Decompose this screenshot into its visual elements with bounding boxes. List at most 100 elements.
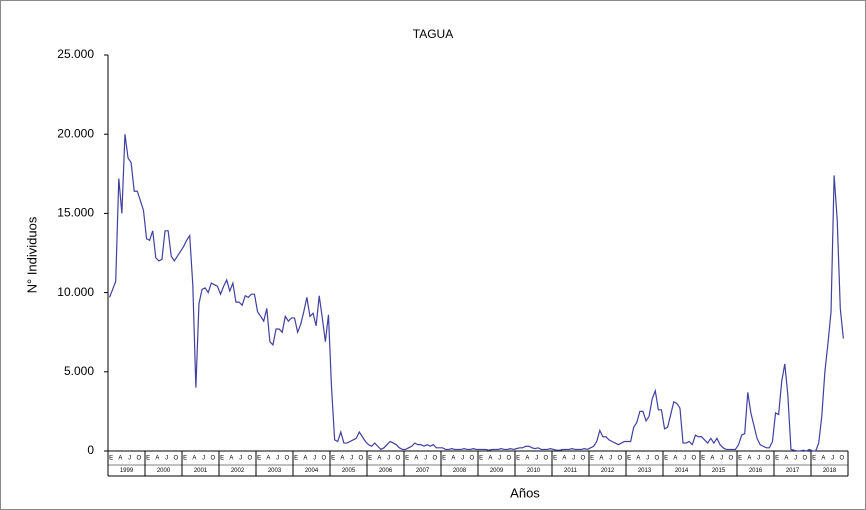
month-label: J bbox=[387, 456, 390, 462]
month-label: E bbox=[331, 456, 335, 462]
y-tick-label: 20.000 bbox=[57, 126, 94, 140]
month-label: J bbox=[128, 456, 131, 462]
month-label: A bbox=[118, 456, 122, 462]
month-label: A bbox=[525, 456, 529, 462]
month-label: J bbox=[831, 456, 834, 462]
month-label: A bbox=[747, 456, 751, 462]
month-label: A bbox=[784, 456, 788, 462]
month-label: A bbox=[229, 456, 233, 462]
year-label: 2017 bbox=[786, 468, 800, 474]
month-label: J bbox=[165, 456, 168, 462]
x-axis-label: Años bbox=[510, 485, 540, 500]
month-label: J bbox=[424, 456, 427, 462]
y-axis-label: N° Individuos bbox=[24, 216, 39, 293]
month-label: A bbox=[155, 456, 159, 462]
year-label: 2005 bbox=[342, 468, 356, 474]
year-label: 2009 bbox=[490, 468, 504, 474]
month-label: J bbox=[683, 456, 686, 462]
month-label: J bbox=[498, 456, 501, 462]
month-label: O bbox=[136, 456, 141, 462]
year-label: 2002 bbox=[231, 468, 245, 474]
month-label: E bbox=[368, 456, 372, 462]
month-label: A bbox=[599, 456, 603, 462]
year-label: 2007 bbox=[416, 468, 430, 474]
month-label: A bbox=[303, 456, 307, 462]
month-label: O bbox=[506, 456, 511, 462]
month-label: E bbox=[738, 456, 742, 462]
month-label: J bbox=[572, 456, 575, 462]
month-label: O bbox=[802, 456, 807, 462]
month-label: J bbox=[313, 456, 316, 462]
y-tick-label: 10.000 bbox=[57, 285, 94, 299]
year-label: 2010 bbox=[527, 468, 541, 474]
series-line bbox=[108, 134, 844, 452]
year-label: 2006 bbox=[379, 468, 393, 474]
year-label: 2013 bbox=[638, 468, 652, 474]
year-label: 2012 bbox=[601, 468, 615, 474]
month-label: E bbox=[590, 456, 594, 462]
month-label: O bbox=[395, 456, 400, 462]
month-label: J bbox=[202, 456, 205, 462]
y-tick-label: 5.000 bbox=[64, 364, 94, 378]
year-label: 2016 bbox=[749, 468, 763, 474]
month-label: O bbox=[247, 456, 252, 462]
month-label: E bbox=[109, 456, 113, 462]
month-label: E bbox=[442, 456, 446, 462]
month-label: E bbox=[627, 456, 631, 462]
year-label: 2004 bbox=[305, 468, 319, 474]
month-label: J bbox=[239, 456, 242, 462]
month-label: A bbox=[636, 456, 640, 462]
month-label: O bbox=[432, 456, 437, 462]
y-tick-label: 15.000 bbox=[57, 206, 94, 220]
year-label: 2000 bbox=[157, 468, 171, 474]
month-label: O bbox=[839, 456, 844, 462]
month-label: O bbox=[358, 456, 363, 462]
y-tick-label: 25.000 bbox=[57, 47, 94, 61]
month-label: A bbox=[192, 456, 196, 462]
month-label: A bbox=[414, 456, 418, 462]
month-label: E bbox=[146, 456, 150, 462]
year-label: 2014 bbox=[675, 468, 689, 474]
month-label: A bbox=[710, 456, 714, 462]
month-label: E bbox=[553, 456, 557, 462]
month-label: A bbox=[377, 456, 381, 462]
month-label: O bbox=[543, 456, 548, 462]
year-label: 2015 bbox=[712, 468, 726, 474]
month-label: E bbox=[183, 456, 187, 462]
month-label: E bbox=[220, 456, 224, 462]
month-label: A bbox=[340, 456, 344, 462]
month-label: O bbox=[469, 456, 474, 462]
month-label: J bbox=[757, 456, 760, 462]
month-label: E bbox=[812, 456, 816, 462]
month-label: O bbox=[765, 456, 770, 462]
month-label: E bbox=[294, 456, 298, 462]
year-label: 2001 bbox=[194, 468, 208, 474]
month-label: E bbox=[775, 456, 779, 462]
month-label: J bbox=[350, 456, 353, 462]
month-label: O bbox=[617, 456, 622, 462]
chart-title: TAGUA bbox=[413, 27, 453, 41]
month-label: A bbox=[821, 456, 825, 462]
month-label: O bbox=[691, 456, 696, 462]
month-label: A bbox=[673, 456, 677, 462]
year-label: 2011 bbox=[564, 468, 578, 474]
month-label: E bbox=[479, 456, 483, 462]
month-label: A bbox=[451, 456, 455, 462]
month-label: J bbox=[535, 456, 538, 462]
year-label: 2018 bbox=[823, 468, 837, 474]
y-tick-label: 0 bbox=[87, 443, 94, 457]
month-label: J bbox=[609, 456, 612, 462]
month-label: E bbox=[257, 456, 261, 462]
year-label: 1999 bbox=[120, 468, 134, 474]
month-label: J bbox=[461, 456, 464, 462]
month-label: E bbox=[516, 456, 520, 462]
month-label: J bbox=[720, 456, 723, 462]
month-label: O bbox=[173, 456, 178, 462]
month-label: E bbox=[405, 456, 409, 462]
month-label: O bbox=[654, 456, 659, 462]
month-label: O bbox=[210, 456, 215, 462]
month-label: J bbox=[646, 456, 649, 462]
month-label: O bbox=[580, 456, 585, 462]
